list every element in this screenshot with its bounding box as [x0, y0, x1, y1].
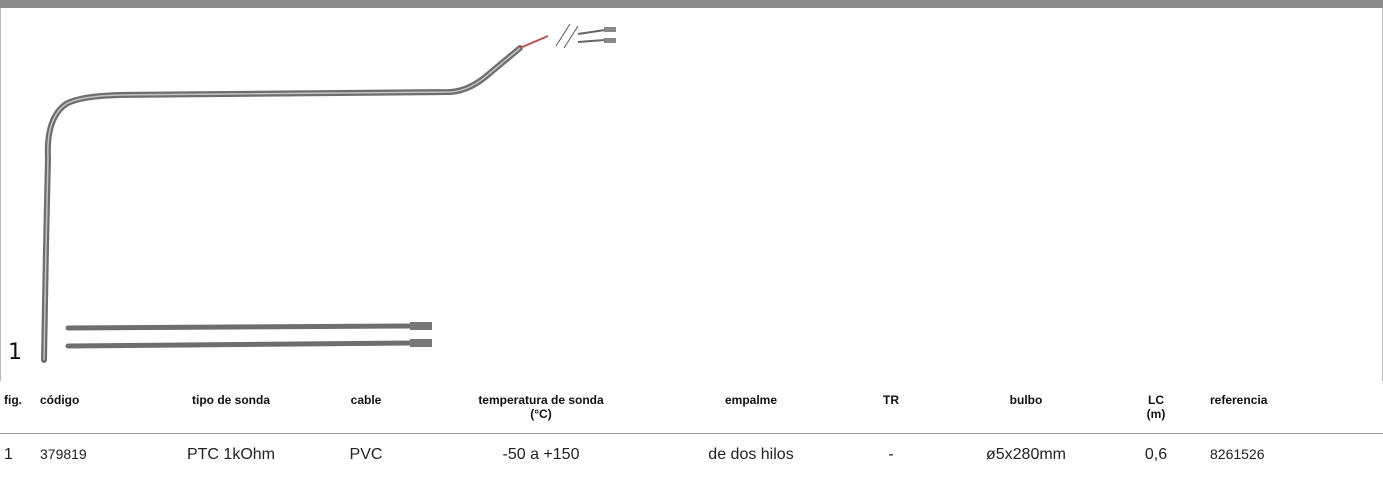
cut-mark [556, 24, 578, 48]
figure-label: 1 [8, 340, 22, 365]
page: html, body { margin: 0; padding: 0; widt… [0, 0, 1383, 461]
terminal [604, 27, 616, 32]
column-header: tipo de sonda [146, 381, 316, 434]
column-header: cable [316, 381, 416, 434]
table-cell: PTC 1kOhm [146, 434, 316, 480]
table-cell: 379819 [36, 434, 146, 480]
table-cell: ø5x280mm [946, 434, 1106, 480]
wires [578, 30, 605, 42]
column-header: código [36, 381, 146, 434]
column-header: bulbo [946, 381, 1106, 434]
table-cell: 0,6 [1106, 434, 1206, 480]
table-cell: -50 a +150 [416, 434, 666, 480]
probe-drawing [0, 8, 1383, 381]
cable [520, 36, 548, 48]
wire-leads [68, 326, 410, 346]
terminal [410, 339, 432, 347]
column-header: fig. [0, 381, 36, 434]
body: {"figure": {"label": "1"}, "table": { "h… [0, 0, 1383, 461]
column-header: empalme [666, 381, 836, 434]
table-cell: de dos hilos [666, 434, 836, 480]
column-header: referencia [1206, 381, 1383, 434]
table-cell: 8261526 [1206, 434, 1383, 480]
table-cell: - [836, 434, 946, 480]
terminal [604, 38, 616, 43]
column-header: LC (m) [1106, 381, 1206, 434]
column-header: temperatura de sonda (°C) [416, 381, 666, 434]
table-cell: 1 [0, 434, 36, 480]
column-header: TR [836, 381, 946, 434]
table-cell: PVC [316, 434, 416, 480]
terminal [410, 322, 432, 330]
header-bar [0, 0, 1383, 8]
